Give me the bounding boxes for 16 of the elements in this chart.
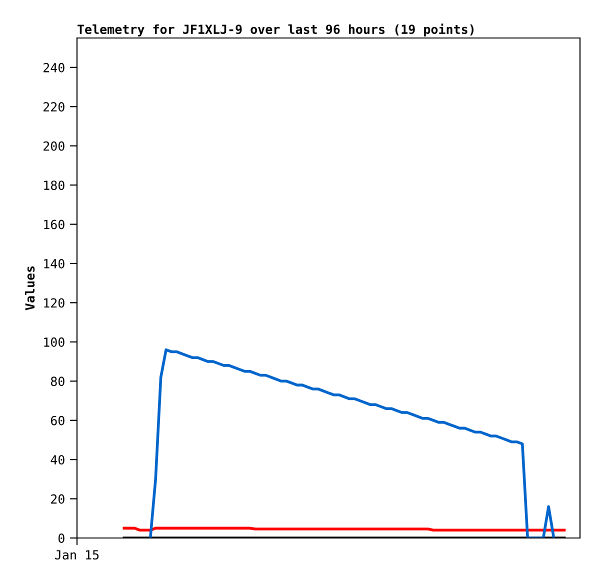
y-axis-title: Values <box>24 266 35 310</box>
y-tick-label: 200 <box>44 141 64 151</box>
chart-title: Telemetry for JF1XLJ-9 over last 96 hours (19 points) <box>78 24 474 36</box>
y-tick-label: 100 <box>44 337 64 347</box>
y-tick-label: 80 <box>50 376 64 386</box>
x-tick-label: Jan 15 <box>55 550 99 560</box>
y-tick-label: 140 <box>44 258 64 268</box>
y-tick-label: 120 <box>44 298 64 308</box>
y-tick-label: 180 <box>44 180 64 190</box>
y-tick-label: 40 <box>50 455 64 465</box>
y-tick-label: 60 <box>50 416 64 426</box>
y-tick-label: 20 <box>51 494 64 504</box>
y-tick-label: 240 <box>44 62 64 72</box>
y-tick-label: 220 <box>44 102 64 112</box>
y-tick-label: 0 <box>58 534 64 543</box>
y-tick-label: 160 <box>44 220 64 230</box>
